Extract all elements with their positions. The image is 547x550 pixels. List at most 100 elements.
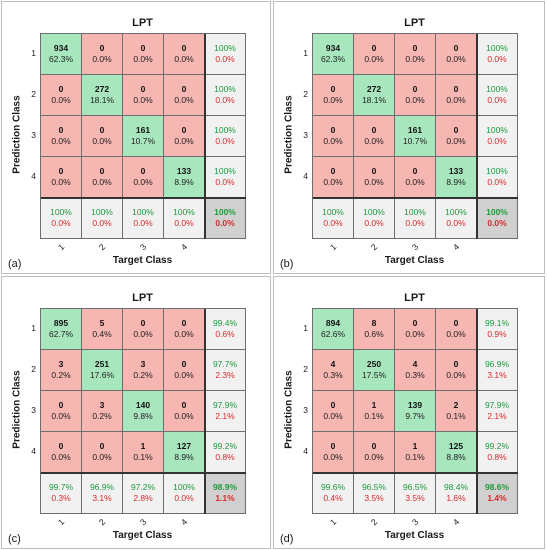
row-summary-cell-primary: 100% [486,84,508,94]
diagonal-cell-secondary: 62.6% [320,329,346,339]
column-summary-cell-secondary: 0.0% [174,493,194,503]
diagonal-cell: 161 10.7% [123,116,164,157]
column-summary-cell: 96.5% 3.5% [395,473,436,514]
diagonal-cell: 934 62.3% [41,34,82,75]
diagonal-cell-secondary: 9.8% [133,411,153,421]
off-diagonal-cell: 0 0.0% [313,432,354,473]
confusion-matrix-panel: LPT Prediction Class 934 62.3% 0 0.0% 0 0.0% 0 0.… [273,1,545,274]
off-diagonal-cell: 5 0.4% [82,309,123,350]
off-diagonal-cell-secondary: 0.0% [92,54,112,64]
off-diagonal-cell-secondary: 0.0% [174,411,194,421]
off-diagonal-cell-primary: 1 [371,400,377,410]
chart-title: LPT [404,292,425,304]
off-diagonal-cell-secondary: 0.0% [364,177,384,187]
x-tick-label: 2 [96,241,107,253]
column-summary-cell-primary: 100% [363,207,385,217]
column-summary-cell-secondary: 2.8% [133,493,153,503]
summary-separator [476,309,478,514]
x-axis-label: Target Class [384,530,445,541]
overall-accuracy-cell-secondary: 1.4% [487,493,507,503]
column-summary-cell-secondary: 0.0% [92,218,112,228]
off-diagonal-cell: 4 0.3% [395,350,436,391]
off-diagonal-cell-primary: 0 [181,84,187,94]
diagonal-cell: 139 9.7% [395,391,436,432]
off-diagonal-cell-secondary: 0.0% [446,54,466,64]
off-diagonal-cell-primary: 0 [330,166,336,176]
diagonal-cell-primary: 139 [407,400,423,410]
off-diagonal-cell: 0 0.0% [436,309,477,350]
off-diagonal-cell-secondary: 0.1% [446,411,466,421]
off-diagonal-cell-secondary: 0.0% [174,136,194,146]
off-diagonal-cell-primary: 0 [99,125,105,135]
overall-accuracy-cell-secondary: 1.1% [215,493,235,503]
row-summary-cell: 100% 0.0% [477,34,518,75]
x-axis-label: Target Class [112,255,173,266]
diagonal-cell-secondary: 8.9% [174,177,194,187]
off-diagonal-cell-secondary: 0.2% [51,370,71,380]
column-summary-cell-primary: 100% [322,207,344,217]
y-tick-label: 2 [303,88,308,99]
row-summary-cell-secondary: 0.9% [487,329,507,339]
column-summary-cell: 100% 0.0% [354,198,395,239]
off-diagonal-cell-primary: 0 [412,318,418,328]
summary-separator [41,472,246,474]
off-diagonal-cell: 1 0.1% [354,391,395,432]
off-diagonal-cell: 0 0.0% [436,350,477,391]
off-diagonal-cell-secondary: 0.4% [92,329,112,339]
row-summary-cell: 97.7% 2.3% [205,350,246,391]
off-diagonal-cell-secondary: 0.0% [92,136,112,146]
confusion-matrix-panel: LPT Prediction Class 895 62.7% 5 0.4% 0 0.0% 0 0.… [1,276,271,549]
off-diagonal-cell-primary: 8 [371,318,377,328]
row-summary-cell-secondary: 2.1% [215,411,235,421]
column-summary-cell-primary: 100% [132,207,154,217]
off-diagonal-cell: 0 0.0% [164,75,205,116]
confusion-matrix-panel: LPT Prediction Class 894 62.6% 8 0.6% 0 0.0% 0 0.… [273,276,545,549]
off-diagonal-cell-primary: 0 [453,43,459,53]
column-summary-cell-primary: 100% [50,207,72,217]
row-summary-cell-primary: 99.1% [484,318,510,328]
y-tick-label: 4 [31,445,36,456]
off-diagonal-cell-secondary: 0.3% [323,370,343,380]
y-tick-label: 3 [303,129,308,140]
off-diagonal-cell-primary: 5 [99,318,105,328]
overall-accuracy-cell-primary: 100% [486,207,508,217]
column-summary-cell-secondary: 0.0% [174,218,194,228]
diagonal-cell-secondary: 62.3% [320,54,346,64]
row-summary-cell-secondary: 3.1% [487,370,507,380]
diagonal-cell-secondary: 8.9% [174,452,194,462]
summary-separator [313,197,518,199]
x-tick-label: 1 [55,241,66,253]
off-diagonal-cell-secondary: 0.0% [51,136,71,146]
panel-label: (c) [8,533,21,545]
off-diagonal-cell-primary: 0 [99,441,105,451]
column-summary-cell-primary: 100% [173,207,195,217]
off-diagonal-cell-primary: 0 [181,318,187,328]
diagonal-cell: 895 62.7% [41,309,82,350]
off-diagonal-cell: 0 0.0% [164,391,205,432]
off-diagonal-cell: 2 0.1% [436,391,477,432]
y-tick-label: 1 [303,47,308,58]
off-diagonal-cell: 0 0.0% [313,391,354,432]
off-diagonal-cell-secondary: 0.2% [92,411,112,421]
off-diagonal-cell: 0 0.0% [395,309,436,350]
row-summary-cell-primary: 96.9% [484,359,510,369]
diagonal-cell: 133 8.9% [164,157,205,198]
diagonal-cell-primary: 161 [407,125,423,135]
off-diagonal-cell: 0 0.0% [164,350,205,391]
off-diagonal-cell-primary: 2 [453,400,459,410]
column-summary-cell-primary: 100% [445,207,467,217]
off-diagonal-cell-primary: 0 [330,400,336,410]
x-axis-label: Target Class [112,530,173,541]
off-diagonal-cell-primary: 0 [371,166,377,176]
row-summary-cell: 100% 0.0% [205,116,246,157]
x-tick-label: 3 [137,241,148,253]
row-summary-cell-secondary: 0.0% [215,54,235,64]
overall-accuracy-cell: 98.6% 1.4% [477,473,518,514]
off-diagonal-cell: 0 0.0% [164,34,205,75]
row-summary-cell: 99.4% 0.6% [205,309,246,350]
off-diagonal-cell-primary: 0 [99,166,105,176]
off-diagonal-cell-secondary: 0.0% [323,177,343,187]
row-summary-cell-secondary: 0.8% [487,452,507,462]
off-diagonal-cell: 0 0.0% [354,116,395,157]
column-summary-cell: 100% 0.0% [395,198,436,239]
